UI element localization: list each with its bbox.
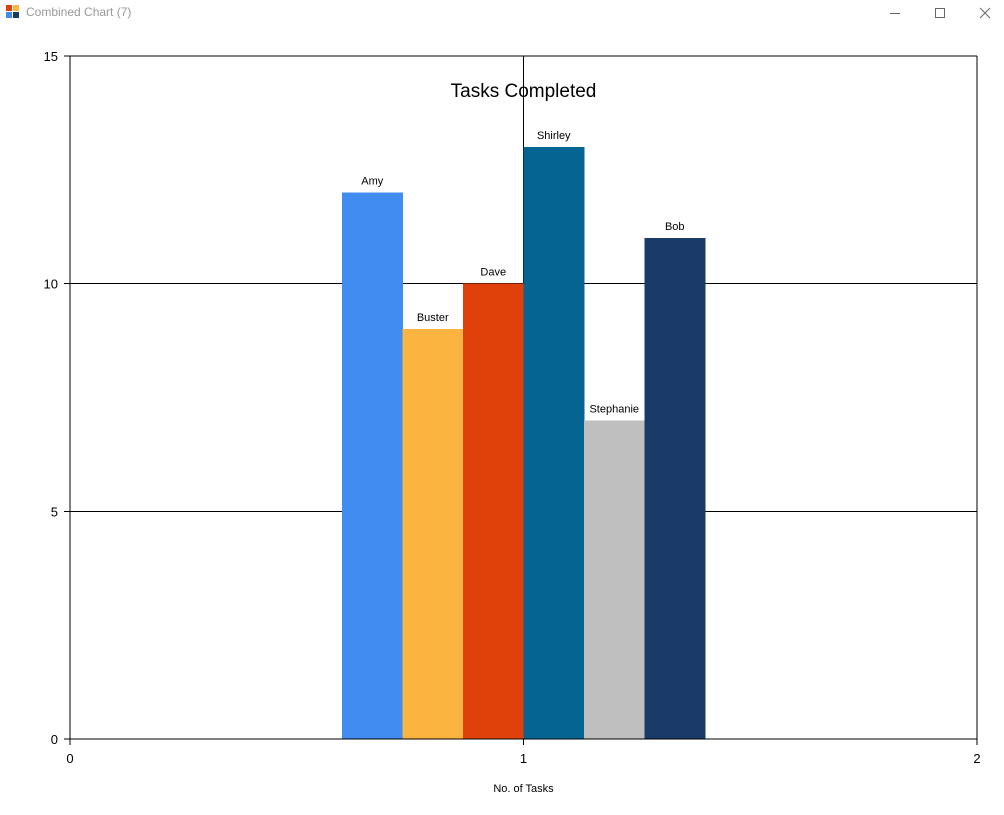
y-tick-label: 15: [44, 49, 58, 64]
x-axis-title: No. of Tasks: [493, 783, 554, 795]
x-tick-label: 0: [66, 751, 73, 766]
bar-label: Shirley: [537, 130, 571, 142]
bar-dave: [463, 283, 524, 739]
window-title: Combined Chart (7): [26, 5, 132, 19]
y-tick-label: 10: [44, 277, 58, 292]
x-tick-label: 1: [520, 751, 527, 766]
y-tick-label: 5: [51, 504, 58, 519]
maximize-icon: [935, 8, 945, 18]
bar-label: Bob: [665, 221, 685, 233]
bar-label: Stephanie: [589, 403, 639, 415]
maximize-button[interactable]: [917, 0, 963, 26]
x-tick-label: 2: [973, 751, 980, 766]
window-titlebar: Combined Chart (7): [0, 0, 1004, 26]
bar-label: Dave: [480, 267, 506, 279]
chart-app-icon: [6, 5, 20, 19]
bar-label: Amy: [361, 176, 384, 188]
bar-label: Buster: [417, 312, 449, 324]
bar-shirley: [523, 147, 585, 740]
minimize-button[interactable]: [872, 0, 918, 26]
close-button[interactable]: [962, 0, 1004, 26]
bar-buster: [402, 329, 464, 739]
bar-bob: [644, 238, 706, 739]
y-tick-label: 0: [51, 732, 58, 747]
close-icon: [979, 7, 991, 19]
bar-amy: [342, 192, 403, 740]
minimize-icon: [890, 13, 900, 14]
bar-stephanie: [584, 420, 645, 739]
chart-title: Tasks Completed: [451, 81, 597, 102]
